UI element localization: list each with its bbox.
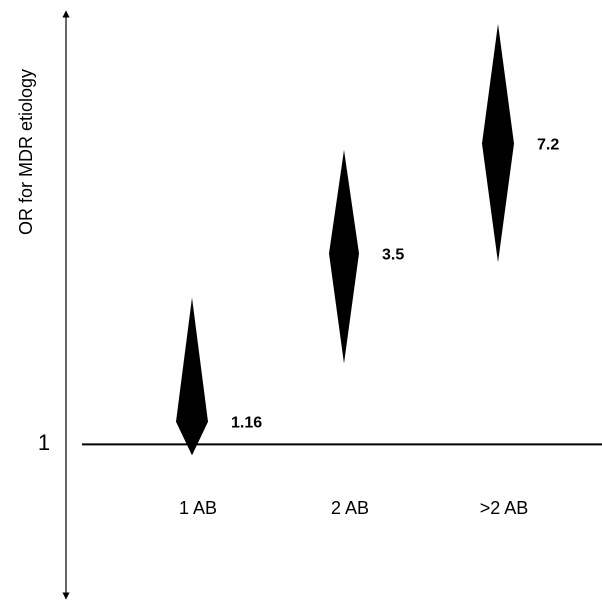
category-label-1: 1 AB [179, 498, 217, 518]
category-label-2: 2 AB [331, 498, 369, 518]
value-label-2: 3.5 [382, 246, 404, 263]
chart-marks: 1.16 1 AB 3.5 2 AB 7.2 >2 AB [176, 23, 559, 518]
y-axis-label: OR for MDR etiology [16, 69, 36, 235]
value-label-3: 7.2 [537, 137, 559, 154]
value-label-1: 1.16 [231, 415, 262, 432]
reference-line-label: 1 [38, 430, 50, 455]
diamond-marker-2 [329, 150, 359, 364]
diamond-marker-1 [176, 297, 208, 456]
category-label-3: >2 AB [480, 498, 529, 518]
diamond-marker-3 [482, 23, 514, 263]
